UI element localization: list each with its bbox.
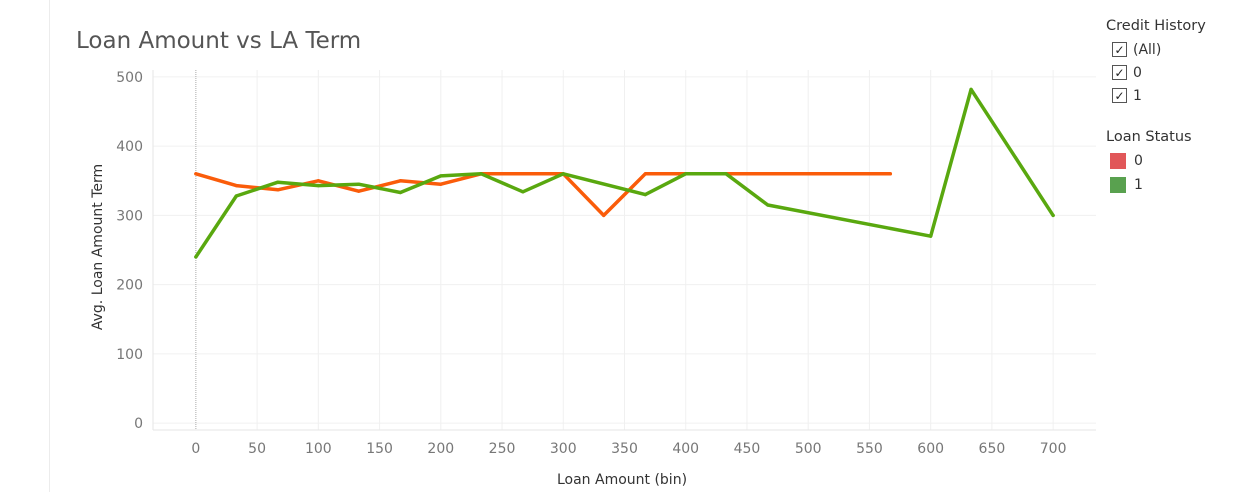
data-point-1[interactable] xyxy=(276,180,280,184)
y-tick-label: 200 xyxy=(116,278,143,294)
x-tick-label: 50 xyxy=(248,441,266,457)
x-tick-label: 500 xyxy=(795,441,822,457)
data-point-0[interactable] xyxy=(643,172,647,176)
x-tick-label: 100 xyxy=(305,441,332,457)
y-tick-label: 100 xyxy=(116,347,143,363)
x-tick-label: 650 xyxy=(979,441,1006,457)
data-point-1[interactable] xyxy=(194,255,198,259)
y-tick-label: 400 xyxy=(116,139,143,155)
checkbox[interactable]: ✓ xyxy=(1112,65,1127,80)
x-tick-label: 150 xyxy=(366,441,393,457)
data-point-0[interactable] xyxy=(888,172,892,176)
x-tick-label: 300 xyxy=(550,441,577,457)
credit-history-filter: Credit History ✓ (All) ✓ 0 ✓ 1 xyxy=(1106,18,1206,107)
data-point-0[interactable] xyxy=(398,179,402,183)
credit-history-option[interactable]: ✓ 1 xyxy=(1106,84,1206,107)
credit-history-option-label: 1 xyxy=(1133,87,1142,104)
data-point-1[interactable] xyxy=(234,194,238,198)
loan-status-legend: Loan Status 0 1 xyxy=(1106,129,1192,197)
data-point-0[interactable] xyxy=(521,172,525,176)
y-tick-label: 300 xyxy=(116,208,143,224)
data-point-1[interactable] xyxy=(521,190,525,194)
credit-history-option-label: 0 xyxy=(1133,64,1142,81)
data-point-0[interactable] xyxy=(276,188,280,192)
x-tick-label: 550 xyxy=(856,441,883,457)
y-tick-label: 500 xyxy=(116,70,143,86)
data-point-0[interactable] xyxy=(766,172,770,176)
axis-layer: 0 100 200 300 400 500 0 50 100 150 200 250 300 350 400… xyxy=(116,70,1096,457)
data-point-0[interactable] xyxy=(439,182,443,186)
data-point-0[interactable] xyxy=(602,213,606,217)
x-tick-label: 200 xyxy=(427,441,454,457)
x-tick-label: 0 xyxy=(191,441,200,457)
data-point-1[interactable] xyxy=(643,193,647,197)
color-swatch xyxy=(1110,177,1126,193)
data-point-1[interactable] xyxy=(766,203,770,207)
credit-history-option[interactable]: ✓ (All) xyxy=(1106,38,1206,61)
data-point-1[interactable] xyxy=(724,172,728,176)
loan-status-label: 0 xyxy=(1134,153,1143,169)
data-point-1[interactable] xyxy=(316,184,320,188)
series-line-0[interactable] xyxy=(194,172,893,218)
loan-status-title: Loan Status xyxy=(1106,129,1192,145)
data-point-1[interactable] xyxy=(1051,213,1055,217)
loan-status-item[interactable]: 0 xyxy=(1106,149,1192,173)
credit-history-title: Credit History xyxy=(1106,18,1206,34)
data-point-1[interactable] xyxy=(684,172,688,176)
grid-layer xyxy=(153,70,1096,430)
checkbox[interactable]: ✓ xyxy=(1112,42,1127,57)
data-point-1[interactable] xyxy=(357,182,361,186)
x-tick-label: 450 xyxy=(734,441,761,457)
x-tick-label: 700 xyxy=(1040,441,1067,457)
credit-history-option-label: (All) xyxy=(1133,41,1162,58)
data-point-1[interactable] xyxy=(398,190,402,195)
x-tick-label: 350 xyxy=(611,441,638,457)
loan-status-label: 1 xyxy=(1134,177,1143,193)
x-axis-label: Loan Amount (bin) xyxy=(557,472,687,488)
chart-title: Loan Amount vs LA Term xyxy=(76,28,362,54)
x-tick-label: 600 xyxy=(917,441,944,457)
data-point-1[interactable] xyxy=(929,234,933,238)
data-point-1[interactable] xyxy=(969,87,973,91)
data-point-1[interactable] xyxy=(561,172,565,176)
data-point-0[interactable] xyxy=(357,189,361,193)
data-point-1[interactable] xyxy=(479,172,483,176)
line-chart[interactable]: 0 100 200 300 400 500 0 50 100 150 200 250 300 350 400… xyxy=(0,0,1100,492)
checkbox[interactable]: ✓ xyxy=(1112,88,1127,103)
y-axis-label: Avg. Loan Amount Term xyxy=(90,164,106,330)
data-point-0[interactable] xyxy=(806,172,810,176)
data-point-1[interactable] xyxy=(439,174,443,178)
series-layer[interactable] xyxy=(194,87,1055,259)
data-point-0[interactable] xyxy=(194,172,198,176)
x-tick-label: 400 xyxy=(672,441,699,457)
data-point-0[interactable] xyxy=(847,172,851,176)
loan-status-item[interactable]: 1 xyxy=(1106,173,1192,197)
x-tick-label: 250 xyxy=(489,441,516,457)
panel-divider xyxy=(49,0,50,492)
y-tick-label: 0 xyxy=(134,416,143,432)
data-point-0[interactable] xyxy=(234,184,238,188)
color-swatch xyxy=(1110,153,1126,169)
credit-history-option[interactable]: ✓ 0 xyxy=(1106,61,1206,84)
data-point-0[interactable] xyxy=(316,179,320,183)
